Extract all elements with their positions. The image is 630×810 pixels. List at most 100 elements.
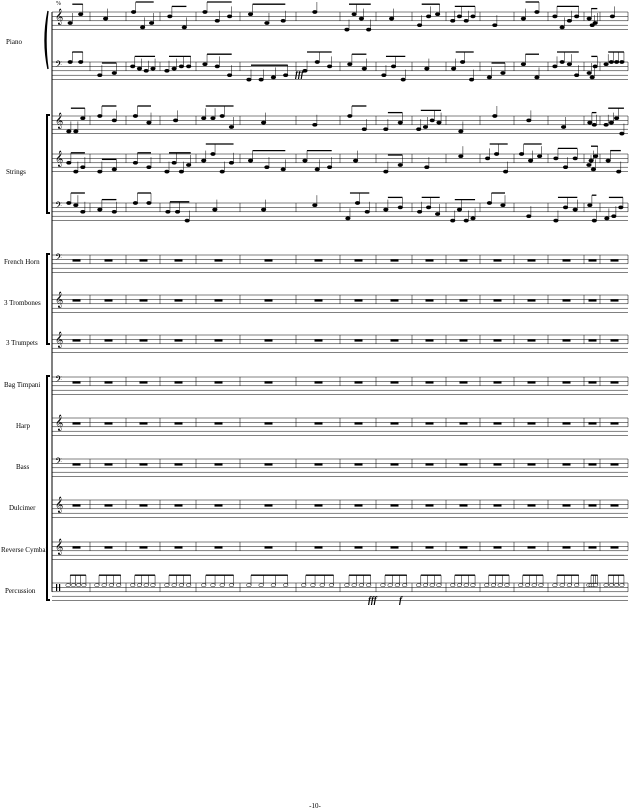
note bbox=[358, 583, 364, 588]
group-bracket bbox=[46, 375, 50, 601]
whole-rest bbox=[174, 339, 183, 342]
note bbox=[312, 203, 318, 208]
whole-rest bbox=[214, 339, 223, 342]
note bbox=[456, 207, 463, 212]
note bbox=[537, 154, 543, 159]
note bbox=[605, 158, 611, 163]
note bbox=[531, 583, 537, 588]
note bbox=[246, 77, 252, 82]
whole-rest bbox=[459, 339, 468, 342]
note bbox=[227, 73, 233, 78]
whole-rest bbox=[139, 504, 148, 507]
note bbox=[574, 583, 580, 588]
whole-rest bbox=[174, 422, 183, 425]
note bbox=[164, 583, 170, 588]
note bbox=[351, 583, 357, 588]
treble-clef-icon: 𝄞 bbox=[55, 151, 63, 167]
note bbox=[572, 207, 578, 212]
whole-rest bbox=[104, 381, 113, 384]
note bbox=[604, 216, 610, 221]
whole-rest bbox=[588, 422, 597, 425]
whole-rest bbox=[104, 546, 113, 549]
note bbox=[460, 60, 466, 64]
whole-rest bbox=[562, 299, 571, 302]
note bbox=[214, 64, 220, 69]
whole-rest bbox=[459, 381, 468, 384]
whole-rest bbox=[562, 422, 571, 425]
note bbox=[524, 583, 531, 588]
whole-rest bbox=[354, 339, 363, 342]
note bbox=[247, 12, 254, 17]
whole-rest bbox=[314, 381, 323, 384]
whole-rest bbox=[264, 339, 273, 342]
whole-rest bbox=[493, 299, 502, 302]
whole-rest bbox=[264, 299, 273, 302]
note bbox=[552, 64, 558, 69]
note bbox=[111, 209, 117, 214]
instrument-label-strings: Strings bbox=[6, 168, 26, 176]
note bbox=[456, 583, 463, 588]
treble-clef-icon: 𝄞 bbox=[55, 113, 63, 129]
whole-rest bbox=[354, 381, 363, 384]
note bbox=[111, 167, 117, 172]
treble-clef-icon: 𝄞 bbox=[55, 9, 63, 25]
note bbox=[486, 75, 492, 80]
note bbox=[132, 160, 138, 165]
note bbox=[492, 23, 498, 28]
whole-rest bbox=[354, 422, 363, 425]
whole-rest bbox=[493, 259, 502, 262]
note bbox=[435, 12, 441, 17]
note bbox=[561, 125, 567, 129]
note bbox=[361, 127, 367, 132]
whole-rest bbox=[425, 463, 434, 466]
note bbox=[67, 60, 73, 64]
whole-rest bbox=[139, 422, 148, 425]
note bbox=[463, 18, 469, 23]
note bbox=[559, 60, 565, 64]
note bbox=[78, 12, 84, 17]
note bbox=[80, 116, 86, 121]
note bbox=[538, 583, 544, 588]
whole-rest bbox=[390, 546, 399, 549]
note bbox=[136, 583, 142, 588]
note bbox=[181, 25, 187, 30]
whole-rest bbox=[139, 259, 148, 262]
note bbox=[67, 21, 73, 25]
whole-rest bbox=[314, 339, 323, 342]
whole-rest bbox=[214, 422, 223, 425]
note bbox=[164, 169, 170, 174]
note bbox=[500, 71, 506, 75]
note bbox=[108, 583, 114, 588]
whole-rest bbox=[354, 546, 363, 549]
whole-rest bbox=[104, 463, 113, 466]
note bbox=[212, 207, 218, 212]
whole-rest bbox=[174, 546, 183, 549]
note bbox=[319, 583, 325, 588]
staff-bag-timpani: 𝄢 bbox=[51, 374, 629, 395]
note bbox=[470, 14, 476, 19]
tempo-mark: % bbox=[56, 1, 61, 7]
note bbox=[614, 60, 620, 64]
note bbox=[611, 214, 617, 219]
whole-rest bbox=[493, 381, 502, 384]
whole-rest bbox=[264, 546, 273, 549]
whole-rest bbox=[425, 422, 434, 425]
piano-brace bbox=[44, 10, 49, 70]
note bbox=[150, 583, 156, 588]
note bbox=[73, 169, 79, 174]
whole-rest bbox=[139, 339, 148, 342]
instrument-label-piano: Piano bbox=[6, 38, 22, 46]
note bbox=[351, 12, 357, 17]
note bbox=[553, 218, 559, 223]
note bbox=[429, 118, 435, 123]
note bbox=[435, 212, 441, 216]
whole-rest bbox=[562, 339, 571, 342]
page-number: -10- bbox=[309, 802, 321, 810]
whole-rest bbox=[425, 259, 434, 262]
note bbox=[591, 218, 597, 223]
whole-rest bbox=[390, 259, 399, 262]
whole-rest bbox=[562, 546, 571, 549]
note bbox=[344, 583, 350, 588]
note bbox=[526, 118, 532, 123]
note bbox=[458, 129, 464, 134]
